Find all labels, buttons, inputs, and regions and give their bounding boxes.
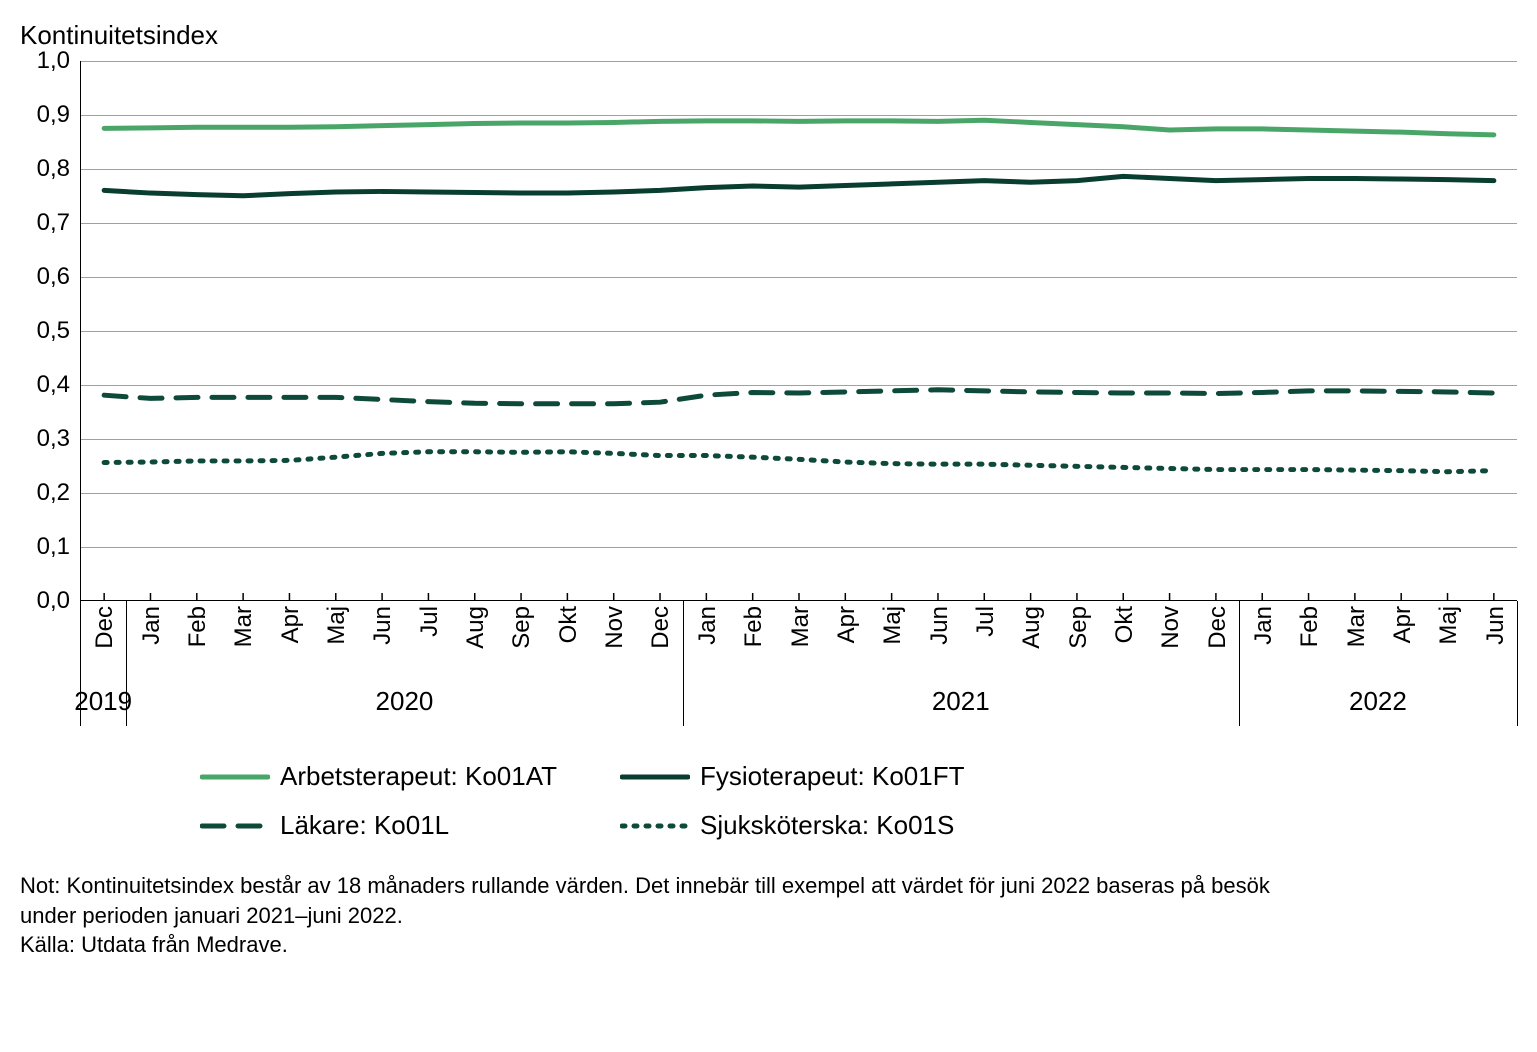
- series-line: [104, 390, 1494, 404]
- legend-label: Sjuksköterska: Ko01S: [700, 810, 954, 841]
- grid-line: [81, 385, 1517, 386]
- x-axis: Dec Jan Feb Mar Apr Maj Jun Jul Aug Sep Okt Nov Dec J…: [80, 601, 1517, 731]
- grid-line: [81, 493, 1517, 494]
- legend-swatch: [200, 811, 270, 841]
- y-axis: 0,00,10,20,30,40,50,60,70,80,91,0: [20, 61, 80, 601]
- legend-item: Läkare: Ko01L: [200, 810, 580, 841]
- y-tick-label: 0,6: [37, 263, 70, 291]
- x-month-label: Dec: [647, 606, 675, 649]
- x-years: 2019202020212022: [80, 671, 1517, 731]
- series-line: [104, 120, 1494, 135]
- x-month-label: Aug: [1018, 606, 1046, 649]
- x-month-label: Jan: [694, 606, 722, 645]
- y-tick-label: 1,0: [37, 47, 70, 75]
- x-months: Dec Jan Feb Mar Apr Maj Jun Jul Aug Sep Okt Nov Dec J…: [80, 601, 1517, 671]
- plot-area: [80, 61, 1517, 601]
- legend: Arbetsterapeut: Ko01AT Fysioterapeut: Ko0…: [200, 761, 1517, 841]
- y-tick-label: 0,7: [37, 209, 70, 237]
- x-month-label: Sep: [508, 606, 536, 649]
- year-separator: [683, 601, 684, 726]
- footnote: Not: Kontinuitetsindex består av 18 måna…: [20, 871, 1517, 960]
- footnote-line: under perioden januari 2021–juni 2022.: [20, 901, 1517, 931]
- y-tick-label: 0,0: [37, 587, 70, 615]
- x-month-label: Jul: [416, 606, 444, 637]
- y-tick-label: 0,2: [37, 479, 70, 507]
- x-month-label: Mar: [1343, 606, 1371, 647]
- x-month-label: Apr: [277, 606, 305, 643]
- legend-swatch: [200, 762, 270, 792]
- x-month-label: Mar: [787, 606, 815, 647]
- grid-line: [81, 223, 1517, 224]
- x-year-label: 2022: [1349, 686, 1407, 717]
- x-month-label: Nov: [1157, 606, 1185, 649]
- footnote-line: Källa: Utdata från Medrave.: [20, 930, 1517, 960]
- x-month-label: Sep: [1065, 606, 1093, 649]
- x-month-label: Maj: [1435, 606, 1463, 645]
- chart-container: Kontinuitetsindex 0,0 0,1 0,2 0,3 0,4 0,5 0,6 0…: [20, 20, 1517, 960]
- x-month-label: Jun: [926, 606, 954, 645]
- x-month-label: Apr: [833, 606, 861, 643]
- x-year-label: 2020: [376, 686, 434, 717]
- x-month-label: Dec: [1204, 606, 1232, 649]
- legend-item: Arbetsterapeut: Ko01AT: [200, 761, 580, 792]
- y-tick-label: 0,1: [37, 533, 70, 561]
- legend-swatch: [620, 762, 690, 792]
- x-month-label: Feb: [1296, 606, 1324, 647]
- y-tick-label: 0,8: [37, 155, 70, 183]
- x-month-label: Okt: [555, 606, 583, 643]
- x-month-label: Aug: [462, 606, 490, 649]
- x-month-label: Feb: [740, 606, 768, 647]
- series-line: [104, 176, 1494, 195]
- grid-line: [81, 277, 1517, 278]
- grid-line: [81, 439, 1517, 440]
- legend-label: Fysioterapeut: Ko01FT: [700, 761, 964, 792]
- grid-line: [81, 115, 1517, 116]
- x-month-label: Mar: [230, 606, 258, 647]
- x-month-label: Maj: [323, 606, 351, 645]
- grid-line: [81, 331, 1517, 332]
- legend-item: Sjuksköterska: Ko01S: [620, 810, 1000, 841]
- y-tick-label: 0,9: [37, 101, 70, 129]
- x-year-label: 2021: [932, 686, 990, 717]
- x-year-label: 2019: [74, 686, 132, 717]
- year-separator: [1517, 601, 1518, 726]
- x-month-label: Feb: [184, 606, 212, 647]
- chart-title: Kontinuitetsindex: [20, 20, 1517, 51]
- legend-item: Fysioterapeut: Ko01FT: [620, 761, 1000, 792]
- y-tick-label: 0,3: [37, 425, 70, 453]
- footnote-line: Not: Kontinuitetsindex består av 18 måna…: [20, 871, 1517, 901]
- x-month-label: Jun: [369, 606, 397, 645]
- y-tick-label: 0,5: [37, 317, 70, 345]
- x-month-label: Jan: [138, 606, 166, 645]
- x-month-label: Jul: [972, 606, 1000, 637]
- grid-line: [81, 169, 1517, 170]
- x-month-label: Jun: [1482, 606, 1510, 645]
- x-month-label: Jan: [1250, 606, 1278, 645]
- grid-line: [81, 61, 1517, 62]
- x-month-label: Dec: [91, 606, 119, 649]
- legend-swatch: [620, 811, 690, 841]
- y-tick-label: 0,4: [37, 371, 70, 399]
- x-month-label: Nov: [601, 606, 629, 649]
- x-month-label: Okt: [1111, 606, 1139, 643]
- year-separator: [80, 601, 81, 726]
- series-line: [104, 452, 1494, 472]
- grid-line: [81, 547, 1517, 548]
- legend-label: Läkare: Ko01L: [280, 810, 449, 841]
- x-month-label: Apr: [1389, 606, 1417, 643]
- x-month-label: Maj: [879, 606, 907, 645]
- year-separator: [126, 601, 127, 726]
- legend-label: Arbetsterapeut: Ko01AT: [280, 761, 557, 792]
- year-separator: [1239, 601, 1240, 726]
- plot-outer: 0,00,10,20,30,40,50,60,70,80,91,0: [20, 61, 1517, 601]
